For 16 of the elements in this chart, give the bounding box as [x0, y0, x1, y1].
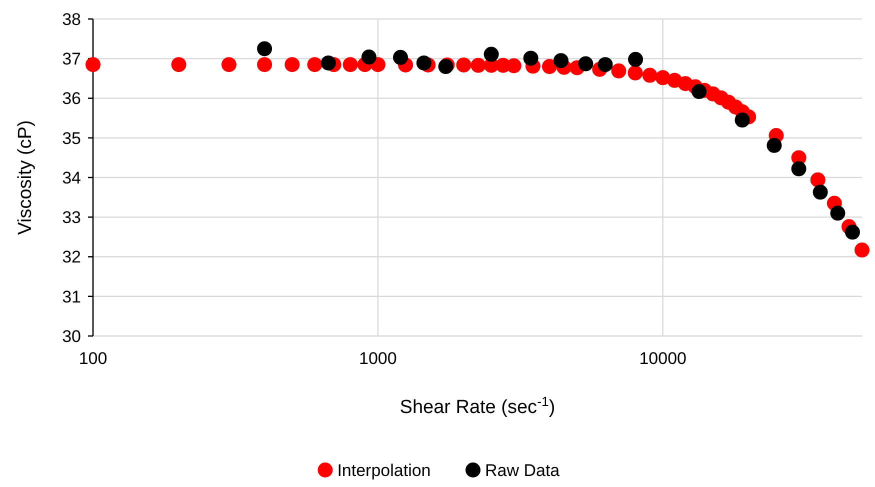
y-tick-label: 30 — [62, 326, 81, 346]
legend-label: Interpolation — [337, 461, 431, 480]
x-tick-label: 100 — [78, 349, 108, 368]
y-tick-label: 38 — [62, 10, 81, 29]
y-tick-label: 34 — [62, 168, 81, 188]
y-tick-label: 32 — [62, 248, 81, 267]
legend-label: Raw Data — [485, 461, 560, 480]
y-tick-label: 37 — [62, 50, 81, 69]
x-tick-label: 10000 — [639, 349, 686, 368]
y-tick-label: 33 — [62, 208, 81, 228]
y-tick-label: 31 — [62, 287, 81, 306]
y-axis-title: Viscosity (cP) — [15, 120, 36, 235]
y-tick-label: 35 — [62, 128, 81, 148]
y-tick-label: 36 — [62, 89, 81, 108]
x-tick-label: 1000 — [359, 349, 397, 368]
x-axis-title: Shear Rate (sec$^{-1}$) — [400, 394, 556, 418]
